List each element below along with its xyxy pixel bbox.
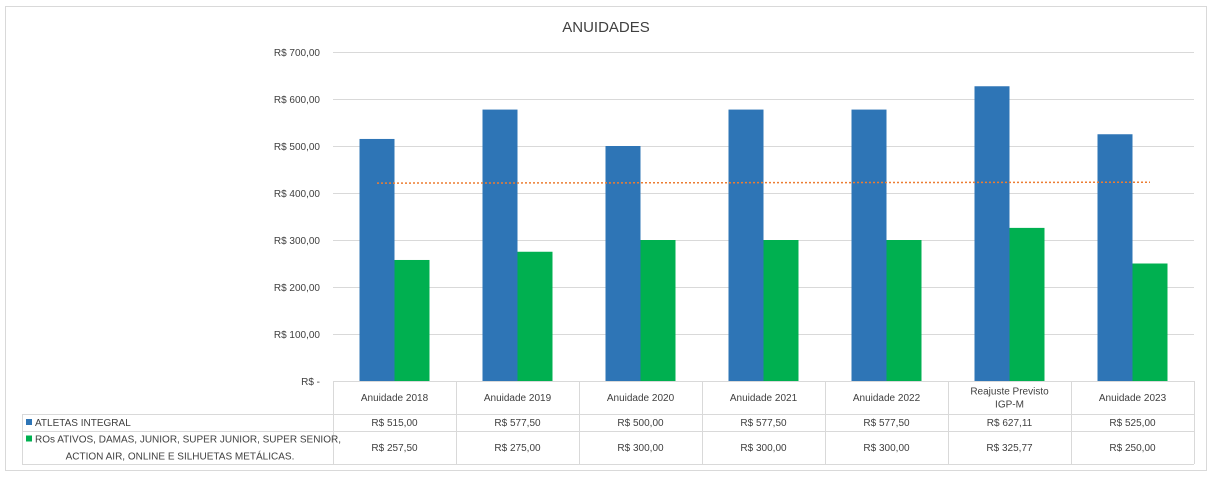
bar-series-2 — [394, 259, 430, 381]
category-label: Anuidade 2021 — [730, 393, 798, 404]
bar-series-1 — [1097, 134, 1133, 381]
bar-series-2 — [517, 251, 553, 381]
y-tick-label: R$ 700,00 — [274, 48, 321, 59]
data-value-label: R$ 577,50 — [863, 418, 910, 429]
y-tick-label: R$ 100,00 — [274, 330, 321, 341]
chart-title: ANUIDADES — [562, 19, 650, 36]
y-axis-tick-labels: R$ - R$ 100,00 R$ 200,00 R$ 300,00 R$ 400,00… — [274, 48, 321, 388]
bar-series-2 — [763, 240, 799, 381]
y-tick-label: R$ 500,00 — [274, 142, 321, 153]
bars — [359, 86, 1168, 381]
trendline — [376, 181, 1151, 184]
data-value-label: R$ 500,00 — [617, 418, 664, 429]
data-value-label: R$ 275,00 — [494, 443, 541, 454]
series-name: ROs ATIVOS, DAMAS, JUNIOR, SUPER JUNIOR,… — [35, 435, 341, 446]
bar-series-2 — [886, 240, 922, 381]
bar-series-2 — [1009, 227, 1045, 381]
series-name: ATLETAS INTEGRAL — [35, 418, 131, 429]
y-tick-label: R$ - — [301, 377, 320, 388]
bar-series-1 — [359, 138, 395, 381]
bar-series-2 — [640, 240, 676, 381]
data-value-label: R$ 300,00 — [617, 443, 664, 454]
data-value-label: R$ 627,11 — [987, 418, 1033, 429]
bar-series-1 — [482, 109, 518, 381]
y-tick-label: R$ 400,00 — [274, 189, 321, 200]
bar-series-1 — [851, 109, 887, 381]
category-label: Reajuste Previsto — [970, 387, 1049, 398]
data-value-label: R$ 300,00 — [863, 443, 910, 454]
series-name: ACTION AIR, ONLINE E SILHUETAS METÁLICAS… — [66, 450, 295, 463]
data-value-label: R$ 300,00 — [740, 443, 787, 454]
y-tick-label: R$ 200,00 — [274, 283, 321, 294]
category-label: Anuidade 2019 — [484, 393, 552, 404]
data-value-label: R$ 257,50 — [371, 443, 418, 454]
data-value-label: R$ 577,50 — [494, 418, 541, 429]
legend-key-series-2 — [26, 435, 32, 442]
data-value-label: R$ 515,00 — [371, 418, 418, 429]
category-label: IGP-M — [995, 400, 1024, 411]
category-label: Anuidade 2020 — [607, 393, 675, 404]
y-tick-label: R$ 600,00 — [274, 95, 321, 106]
bar-series-1 — [605, 146, 641, 381]
trendline-layer — [376, 181, 1151, 184]
y-tick-label: R$ 300,00 — [274, 236, 321, 247]
legend-key-series-1 — [26, 419, 32, 425]
data-table: Anuidade 2018 Anuidade 2019 Anuidade 2020 A… — [22, 381, 1195, 465]
data-value-label: R$ 325,77 — [986, 443, 1033, 454]
bar-series-1 — [974, 86, 1010, 381]
category-label: Anuidade 2018 — [361, 393, 429, 404]
data-value-label: R$ 577,50 — [740, 418, 787, 429]
category-label: Anuidade 2023 — [1099, 393, 1167, 404]
bar-series-2 — [1132, 263, 1168, 381]
bar-series-1 — [728, 109, 764, 381]
category-label: Anuidade 2022 — [853, 393, 921, 404]
data-value-label: R$ 250,00 — [1109, 443, 1156, 454]
data-value-label: R$ 525,00 — [1109, 418, 1156, 429]
